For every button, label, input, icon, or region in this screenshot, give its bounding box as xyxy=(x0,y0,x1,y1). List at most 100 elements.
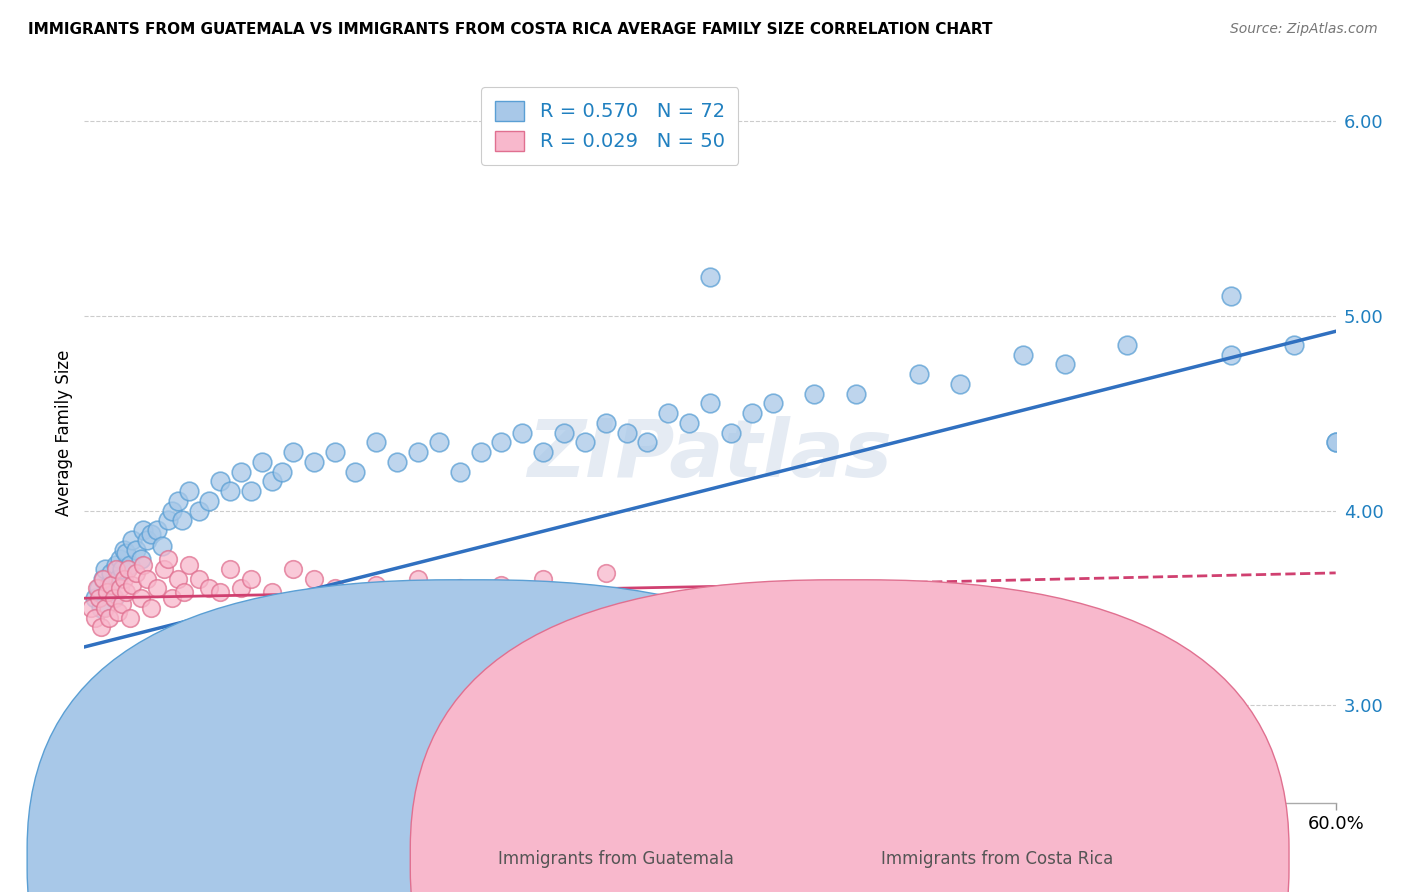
Point xyxy=(302,572,325,586)
Point xyxy=(120,610,142,624)
Point xyxy=(449,465,471,479)
Point xyxy=(90,689,112,703)
Point xyxy=(741,406,763,420)
Point xyxy=(678,416,700,430)
Point xyxy=(177,689,200,703)
Point xyxy=(262,585,284,599)
Point xyxy=(100,566,122,580)
Point xyxy=(427,435,450,450)
Point xyxy=(90,601,112,615)
Point xyxy=(406,572,429,586)
Text: Immigrants from Guatemala: Immigrants from Guatemala xyxy=(498,849,734,868)
Point xyxy=(108,582,131,596)
Point xyxy=(146,582,169,596)
Point xyxy=(87,582,110,596)
Point xyxy=(616,425,638,440)
Point xyxy=(595,416,617,430)
Point xyxy=(470,445,492,459)
Point xyxy=(98,679,121,693)
Point xyxy=(366,577,388,591)
Point xyxy=(96,585,118,599)
Point xyxy=(91,572,114,586)
Point xyxy=(125,542,148,557)
Point xyxy=(1053,358,1076,372)
Point xyxy=(491,577,513,591)
Point xyxy=(229,582,252,596)
Point xyxy=(129,552,152,566)
Point xyxy=(82,698,104,713)
Point xyxy=(188,503,211,517)
Point xyxy=(156,513,179,527)
Point xyxy=(98,577,121,591)
Point xyxy=(240,689,263,703)
Text: Immigrants from Costa Rica: Immigrants from Costa Rica xyxy=(882,849,1114,868)
Point xyxy=(104,562,127,576)
Point xyxy=(103,702,125,716)
Point xyxy=(177,558,200,573)
Point xyxy=(449,682,471,697)
Point xyxy=(366,435,388,450)
Point xyxy=(121,533,143,547)
Y-axis label: Average Family Size: Average Family Size xyxy=(55,350,73,516)
Point xyxy=(156,675,179,690)
Point xyxy=(949,376,972,391)
Point xyxy=(111,597,134,611)
Point xyxy=(125,566,148,580)
Point xyxy=(208,475,231,489)
Point xyxy=(281,445,304,459)
Point xyxy=(699,396,721,410)
Point xyxy=(160,503,183,517)
Text: ZIPatlas: ZIPatlas xyxy=(527,416,893,494)
Point xyxy=(240,572,263,586)
Point xyxy=(91,572,114,586)
Point xyxy=(167,682,190,697)
Point xyxy=(188,572,211,586)
Point xyxy=(385,455,409,469)
Point xyxy=(1220,348,1243,362)
Text: IMMIGRANTS FROM GUATEMALA VS IMMIGRANTS FROM COSTA RICA AVERAGE FAMILY SIZE CORR: IMMIGRANTS FROM GUATEMALA VS IMMIGRANTS … xyxy=(28,22,993,37)
Point xyxy=(553,425,575,440)
Point xyxy=(323,445,346,459)
Point xyxy=(595,566,617,580)
Point xyxy=(139,601,162,615)
Point xyxy=(512,689,534,703)
Point xyxy=(1012,348,1035,362)
Point xyxy=(83,591,105,606)
Point xyxy=(198,493,221,508)
Point xyxy=(115,546,138,560)
Point xyxy=(512,425,534,440)
Point xyxy=(173,585,195,599)
Point xyxy=(98,610,121,624)
Point xyxy=(139,527,162,541)
Point xyxy=(281,562,304,576)
Point xyxy=(94,708,117,723)
Point xyxy=(385,675,409,690)
Point xyxy=(699,269,721,284)
Point xyxy=(637,435,659,450)
Point xyxy=(160,591,183,606)
Point xyxy=(103,591,125,606)
Point xyxy=(1324,435,1347,450)
Point xyxy=(90,620,112,634)
Point xyxy=(1282,338,1305,352)
Point xyxy=(907,367,929,381)
Point xyxy=(104,558,127,573)
Point xyxy=(198,582,221,596)
Point xyxy=(1324,435,1347,450)
Point xyxy=(323,582,346,596)
Point xyxy=(198,679,221,693)
Point xyxy=(129,591,152,606)
Point xyxy=(240,484,263,499)
Point xyxy=(121,577,143,591)
Point xyxy=(229,465,252,479)
Point xyxy=(108,552,131,566)
Point xyxy=(803,591,825,606)
Point xyxy=(177,484,200,499)
Point xyxy=(94,601,117,615)
Point xyxy=(100,577,122,591)
Point xyxy=(103,591,125,606)
Point xyxy=(219,484,242,499)
Point xyxy=(172,513,194,527)
Point xyxy=(531,445,554,459)
Point xyxy=(132,558,155,573)
